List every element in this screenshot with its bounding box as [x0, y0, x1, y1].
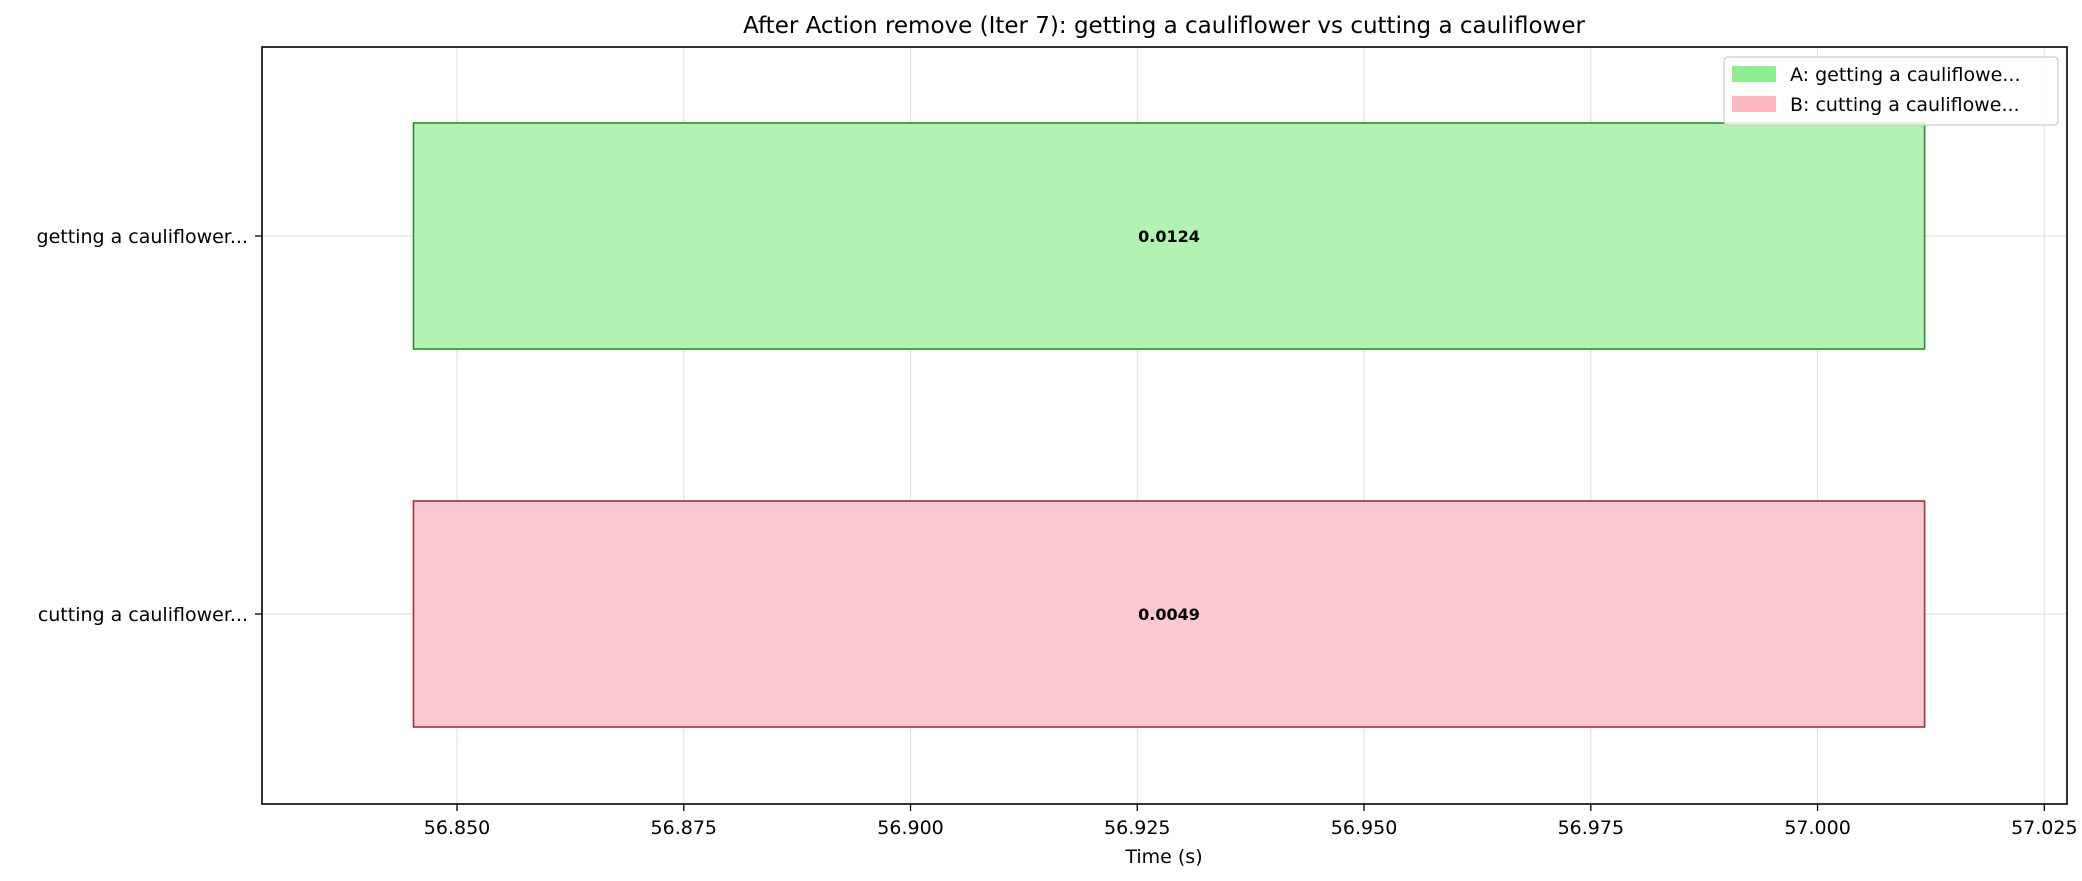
y-axis: getting a cauliflower... cutting a caulif…	[37, 226, 262, 626]
legend-swatch	[1732, 96, 1776, 112]
x-tick-label: 56.875	[651, 817, 717, 839]
x-tick-label: 56.950	[1331, 817, 1397, 839]
legend-swatch	[1732, 66, 1776, 82]
chart-title: After Action remove (Iter 7): getting a …	[743, 13, 1585, 39]
x-tick-label: 56.850	[424, 817, 490, 839]
y-tick-label: cutting a cauliflower...	[38, 604, 248, 626]
x-tick-label: 57.000	[1784, 817, 1850, 839]
legend: A: getting a cauliflowe... B: cutting a c…	[1723, 56, 2059, 126]
bars-layer: 0.0124 0.0049	[412, 122, 1926, 728]
legend-box	[1723, 56, 2059, 126]
x-tick-label: 56.900	[877, 817, 943, 839]
bar-value-label: 0.0124	[1138, 227, 1200, 246]
x-axis-label: Time (s)	[1124, 846, 1202, 868]
x-tick-label: 56.925	[1104, 817, 1170, 839]
bar-a	[412, 122, 1926, 350]
legend-label: B: cutting a cauliflowe...	[1790, 94, 2020, 116]
bar-value-label: 0.0049	[1138, 605, 1200, 624]
bar-b	[412, 500, 1926, 728]
x-tick-label: 57.025	[2011, 817, 2077, 839]
x-axis: 56.850 56.875 56.900 56.925 56.950 56.975 57.0…	[424, 804, 2078, 839]
plot-frame	[261, 46, 2068, 805]
x-tick-label: 56.975	[1558, 817, 1624, 839]
y-tick-label: getting a cauliflower...	[37, 226, 248, 248]
legend-label: A: getting a cauliflowe...	[1790, 64, 2021, 86]
